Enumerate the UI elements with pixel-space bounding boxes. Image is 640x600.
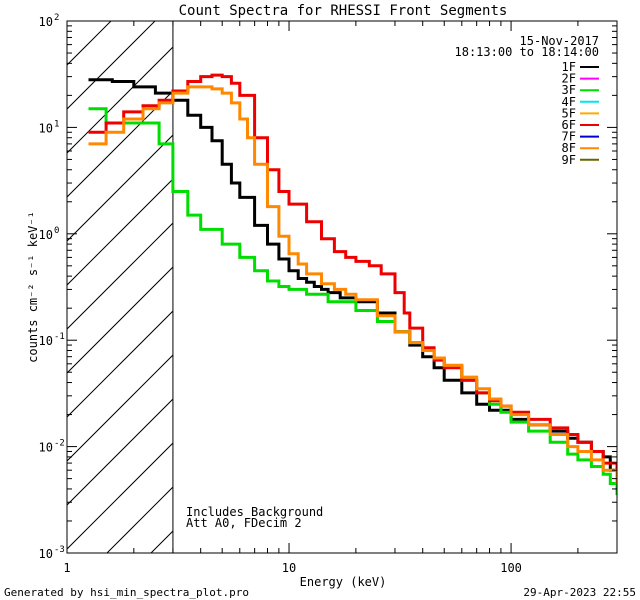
y-tick-label: 10 — [39, 121, 53, 135]
y-tick-exponent: 1 — [54, 119, 59, 129]
y-tick-label: 10 — [39, 228, 53, 242]
legend-label-7f: 7F — [562, 130, 576, 144]
x-tick-label: 1 — [63, 561, 70, 575]
y-tick-exponent: -3 — [54, 545, 65, 555]
series-layer — [88, 73, 617, 496]
legend-label-3f: 3F — [562, 83, 576, 97]
x-axis-label: Energy (keV) — [300, 575, 387, 589]
legend-label-8f: 8F — [562, 141, 576, 155]
hatch-line — [67, 222, 173, 330]
legend-label-1f: 1F — [562, 60, 576, 74]
hatch-line — [67, 46, 173, 154]
plot-frame — [66, 20, 618, 554]
y-tick-label: 10 — [39, 441, 53, 455]
y-tick-mantissa: 10 — [39, 441, 53, 455]
footer-timestamp: 29-Apr-2023 22:55 — [523, 586, 636, 599]
chart-title: Count Spectra for RHESSI Front Segments — [179, 3, 508, 19]
observation-date: 15-Nov-2017 — [520, 34, 599, 48]
y-tick-exponent: -1 — [54, 332, 65, 342]
series-line-6f — [88, 73, 617, 479]
x-tick-labels: 1 10 100 — [63, 561, 522, 575]
y-tick-label: 10 — [39, 547, 53, 561]
legend-label-6f: 6F — [562, 118, 576, 132]
legend-label-9f: 9F — [562, 153, 576, 167]
series-line-8f — [88, 85, 617, 484]
y-tick-label: 10 — [39, 334, 53, 348]
y-axis-label: counts cm⁻² s⁻¹ keV⁻¹ — [26, 211, 40, 363]
annotation-background: Includes Background — [186, 505, 323, 519]
y-tick-label: 10 — [39, 15, 53, 29]
x-tick-label: 10 — [282, 561, 296, 575]
legend-label-4f: 4F — [562, 95, 576, 109]
hatch-line — [67, 266, 173, 374]
footer-generator: Generated by hsi_min_spectra_plot.pro — [4, 586, 249, 599]
hatch-line — [67, 398, 173, 506]
hatch-line — [67, 442, 173, 550]
y-tick-mantissa: 10 — [39, 547, 53, 561]
y-tick-exponent: 2 — [54, 13, 59, 23]
y-tick-exponent: -2 — [54, 439, 65, 449]
y-tick-mantissa: 10 — [39, 121, 53, 135]
y-tick-mantissa: 10 — [39, 15, 53, 29]
legend-label-2f: 2F — [562, 72, 576, 86]
y-tick-mantissa: 10 — [39, 228, 53, 242]
annotation-attenuator: Att A0, FDecim 2 — [186, 516, 302, 530]
observation-time-range: 18:13:00 to 18:14:00 — [455, 45, 600, 59]
axis-ticks — [66, 20, 618, 554]
y-tick-exponent: 0 — [54, 226, 59, 236]
x-tick-label: 100 — [500, 561, 522, 575]
legend-label-5f: 5F — [562, 106, 576, 120]
y-tick-mantissa: 10 — [39, 334, 53, 348]
